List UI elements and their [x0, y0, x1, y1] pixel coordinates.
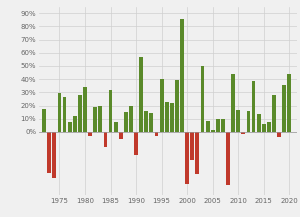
Bar [170, 104, 174, 132]
Bar [119, 132, 123, 139]
Bar [88, 132, 92, 136]
Bar [68, 122, 72, 132]
Bar [129, 107, 133, 132]
Bar [257, 114, 261, 132]
Bar [267, 122, 271, 132]
Bar [134, 132, 138, 155]
Bar [277, 132, 281, 137]
Bar [154, 132, 158, 136]
Bar [52, 132, 56, 178]
Bar [124, 112, 128, 132]
Bar [139, 57, 143, 132]
Bar [201, 66, 204, 132]
Bar [63, 97, 67, 132]
Bar [252, 81, 256, 132]
Bar [175, 80, 179, 132]
Bar [262, 124, 266, 132]
Bar [47, 132, 51, 173]
Bar [180, 19, 184, 132]
Bar [98, 106, 102, 132]
Bar [190, 132, 194, 160]
Bar [73, 116, 77, 132]
Bar [149, 113, 153, 132]
Bar [211, 130, 214, 132]
Bar [109, 90, 112, 132]
Bar [185, 132, 189, 184]
Bar [236, 110, 240, 132]
Bar [93, 107, 97, 132]
Bar [272, 95, 276, 132]
Bar [114, 122, 118, 132]
Bar [103, 132, 107, 147]
Bar [42, 109, 46, 132]
Bar [160, 79, 164, 132]
Bar [247, 111, 250, 132]
Bar [78, 95, 82, 132]
Bar [282, 85, 286, 132]
Bar [144, 112, 148, 132]
Bar [206, 121, 209, 132]
Bar [226, 132, 230, 185]
Bar [231, 74, 235, 132]
Bar [216, 119, 220, 132]
Bar [83, 87, 87, 132]
Bar [58, 93, 62, 132]
Bar [196, 132, 199, 174]
Bar [287, 74, 291, 132]
Bar [221, 119, 225, 132]
Bar [242, 132, 245, 134]
Bar [165, 102, 169, 132]
